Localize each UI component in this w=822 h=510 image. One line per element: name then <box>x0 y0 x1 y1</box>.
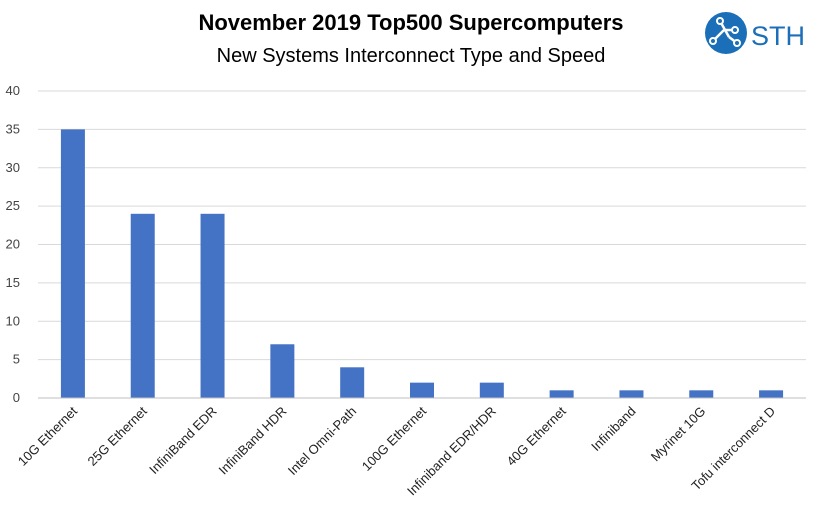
x-tick-label: 25G Ethernet <box>85 403 151 469</box>
y-tick-label: 15 <box>6 275 20 290</box>
bar-40g-ethernet <box>549 390 574 398</box>
y-tick-label: 40 <box>6 83 20 98</box>
bar-infiniband-edr <box>200 213 225 398</box>
y-tick-label: 30 <box>6 160 20 175</box>
bar-infiniband <box>619 390 644 398</box>
x-tick-label: InfiniBand HDR <box>216 404 290 478</box>
bar-25g-ethernet <box>130 213 155 398</box>
y-tick-label: 35 <box>6 121 20 136</box>
gridlines <box>38 90 806 361</box>
x-tick-label: Infiniband <box>588 404 638 454</box>
circuit-icon <box>705 12 747 54</box>
y-tick-label: 10 <box>6 313 20 328</box>
x-tick-label: 10G Ethernet <box>15 403 81 469</box>
y-tick-label: 25 <box>6 198 20 213</box>
y-tick-label: 20 <box>6 237 20 252</box>
x-tick-label: 40G Ethernet <box>503 403 569 469</box>
y-axis-ticks: 0 5 10 15 20 25 30 35 40 <box>6 83 20 405</box>
y-tick-label: 0 <box>13 390 20 405</box>
logo-text: STH <box>751 21 803 51</box>
sth-logo: STH <box>703 10 805 58</box>
x-tick-label: InfiniBand EDR <box>146 404 219 477</box>
y-tick-label: 5 <box>13 352 20 367</box>
bar-100g-ethernet <box>410 382 434 398</box>
bars <box>60 129 784 398</box>
chart-title: November 2019 Top500 Supercomputers <box>198 10 624 35</box>
bar-10g-ethernet <box>60 129 85 398</box>
chart-subtitle: New Systems Interconnect Type and Speed <box>216 45 606 67</box>
x-tick-label: Myrinet 10G <box>648 404 709 465</box>
x-tick-label: 100G Ethernet <box>359 403 430 474</box>
bar-intel-omni-path <box>340 367 365 398</box>
bar-myrinet-10g <box>689 390 714 398</box>
bar-infiniband-hdr <box>270 344 295 398</box>
bar-infiniband-edr-hdr <box>479 382 504 398</box>
bar-tofu-interconnect-d <box>759 390 784 398</box>
x-tick-label: Intel Omni-Path <box>285 404 359 478</box>
